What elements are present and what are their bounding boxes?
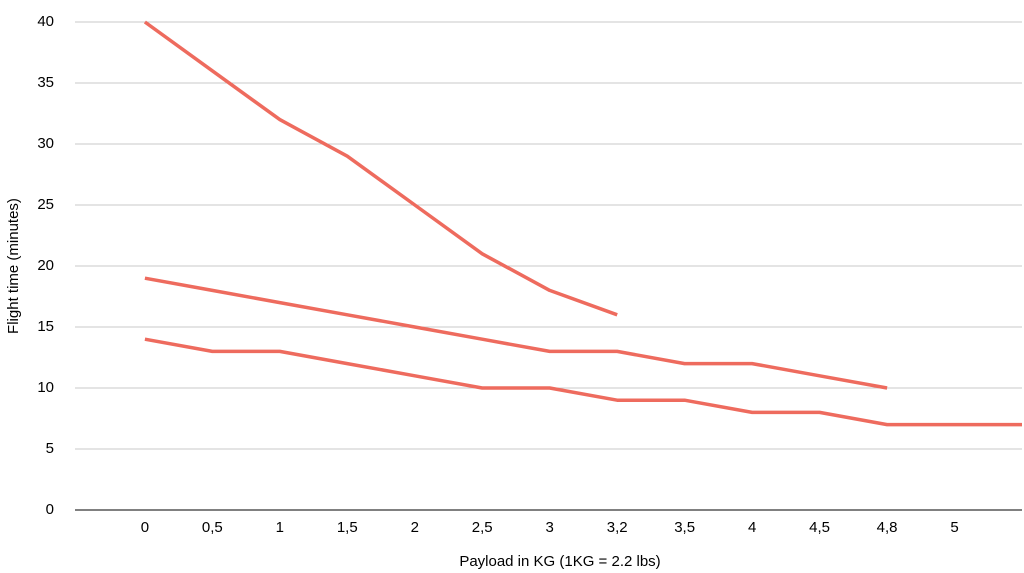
y-tick-label: 25 <box>37 196 54 213</box>
x-axis-label: Payload in KG (1KG = 2.2 lbs) <box>459 553 660 570</box>
series-line <box>144 337 1022 427</box>
x-tick-label: 3,2 <box>607 519 628 536</box>
series-line <box>143 20 618 317</box>
x-tick-label: 4,8 <box>877 519 898 536</box>
x-tick-label: 1,5 <box>337 519 358 536</box>
x-tick-label: 2,5 <box>472 519 493 536</box>
y-tick-label: 0 <box>46 501 54 518</box>
x-tick-label: 0,5 <box>202 519 223 536</box>
y-axis-label: Flight time (minutes) <box>5 198 22 334</box>
x-tick-label: 2 <box>411 519 419 536</box>
y-tick-label: 10 <box>37 379 54 396</box>
x-tick-label: 0 <box>141 519 149 536</box>
x-tick-label: 1 <box>276 519 284 536</box>
x-tick-label: 4 <box>748 519 756 536</box>
y-tick-label: 5 <box>46 440 54 457</box>
y-tick-label: 15 <box>37 318 54 335</box>
y-tick-label: 40 <box>37 13 54 30</box>
x-tick-label: 3,5 <box>674 519 695 536</box>
y-tick-label: 30 <box>37 135 54 152</box>
series-line <box>144 276 888 390</box>
y-tick-label: 20 <box>37 257 54 274</box>
y-tick-label: 35 <box>37 74 54 91</box>
x-tick-label: 5 <box>950 519 958 536</box>
x-tick-label: 3 <box>546 519 554 536</box>
x-tick-label: 4,5 <box>809 519 830 536</box>
